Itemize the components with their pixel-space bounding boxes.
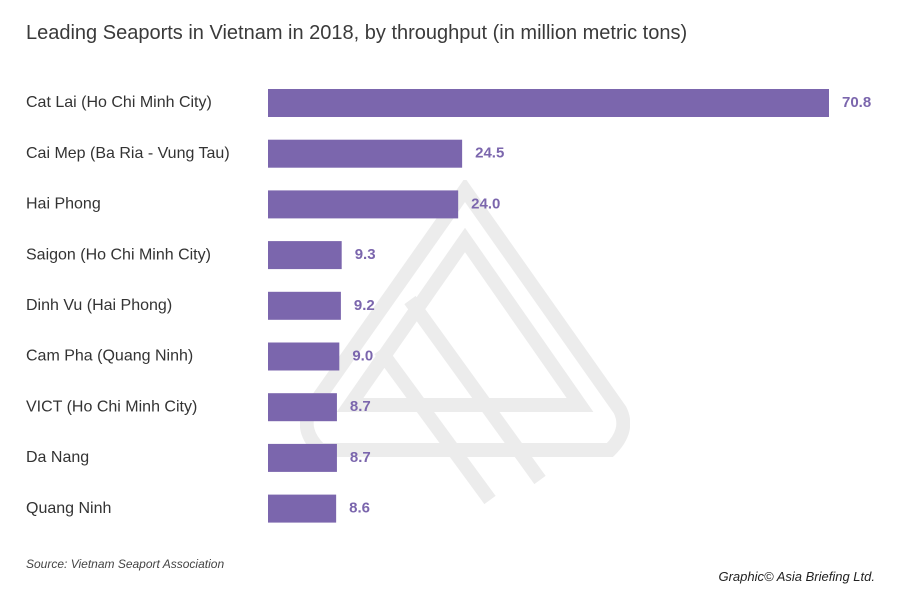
- value-label: 70.8: [842, 94, 871, 111]
- bar: [268, 291, 341, 320]
- value-label: 9.2: [354, 297, 375, 314]
- value-label: 9.0: [352, 347, 373, 364]
- bar: [268, 139, 463, 168]
- value-label: 8.6: [349, 500, 370, 517]
- category-label: Da Nang: [26, 449, 89, 466]
- category-label: Cat Lai (Ho Chi Minh City): [26, 94, 212, 111]
- bar: [268, 393, 337, 422]
- category-label: Saigon (Ho Chi Minh City): [26, 246, 211, 263]
- bar: [268, 342, 340, 371]
- category-label: Hai Phong: [26, 196, 101, 213]
- category-label: Quang Ninh: [26, 500, 111, 517]
- bar: [268, 241, 342, 270]
- value-label: 24.5: [475, 145, 504, 162]
- value-label: 24.0: [471, 195, 500, 212]
- value-label: 8.7: [350, 398, 371, 415]
- chart-title: Leading Seaports in Vietnam in 2018, by …: [26, 22, 688, 44]
- value-label: 9.3: [355, 246, 376, 263]
- bar: [268, 494, 337, 523]
- category-label: Dinh Vu (Hai Phong): [26, 297, 172, 314]
- graphic-credit: Graphic© Asia Briefing Ltd.: [718, 569, 875, 584]
- bar: [268, 89, 829, 117]
- category-label: VICT (Ho Chi Minh City): [26, 398, 197, 415]
- bar: [268, 190, 459, 219]
- bar: [268, 443, 337, 472]
- category-label: Cai Mep (Ba Ria - Vung Tau): [26, 145, 230, 162]
- value-label: 8.7: [350, 449, 371, 466]
- source-note: Source: Vietnam Seaport Association: [26, 557, 225, 571]
- category-label: Cam Pha (Quang Ninh): [26, 348, 193, 365]
